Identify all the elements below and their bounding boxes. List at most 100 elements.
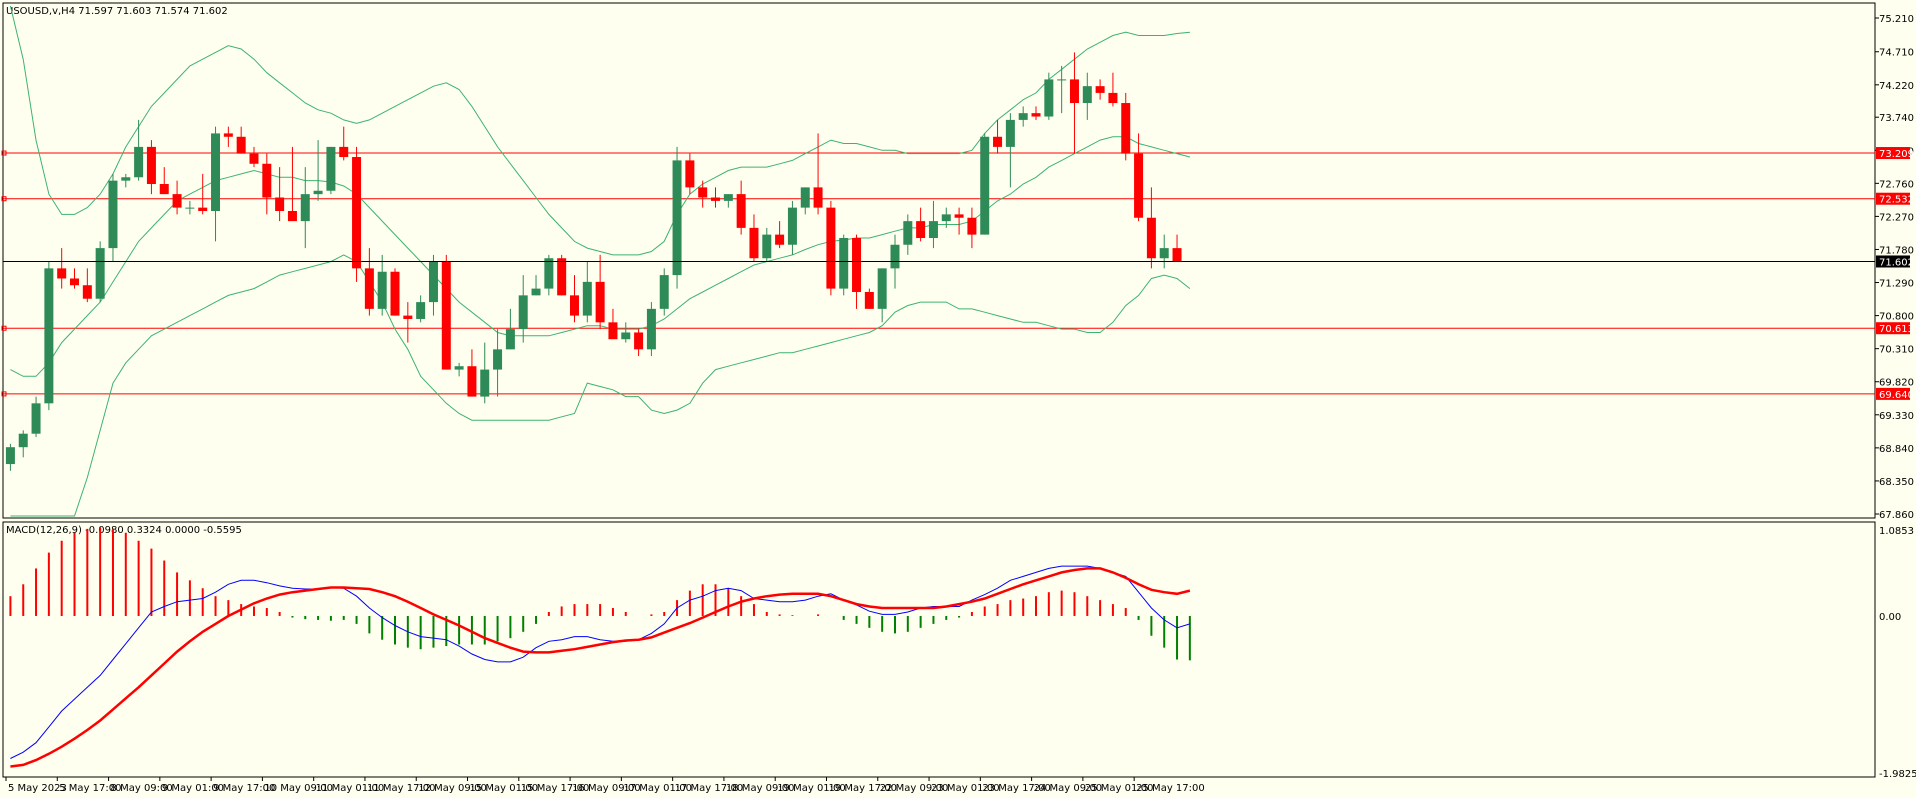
bull-candle <box>185 207 195 209</box>
x-tick-label: 11 May 01:00 <box>316 783 385 794</box>
x-tick-label: 16 May 09:00 <box>572 783 641 794</box>
bear-candle <box>967 217 977 235</box>
bear-candle <box>223 133 233 137</box>
bull-candle <box>454 366 464 370</box>
bear-candle <box>159 184 169 195</box>
bear-candle <box>634 332 644 350</box>
x-tick-label: 8 May 09:00 <box>111 783 173 794</box>
level-price-tag <box>1876 322 1910 335</box>
bull-candle <box>1057 79 1067 81</box>
y-axis: 75.21074.71074.22073.74073.25072.76072.2… <box>1875 14 1916 780</box>
bear-candle <box>275 197 285 212</box>
level-line-marker <box>1 196 7 202</box>
bull-candle <box>518 295 528 330</box>
bull-candle <box>313 190 323 195</box>
bear-candle <box>57 268 67 279</box>
level-line-marker <box>1 325 7 331</box>
chart-title: USOUSD,v,H4 71.597 71.603 71.574 71.602 <box>6 6 228 17</box>
y-tick-label: 67.860 <box>1879 510 1914 521</box>
bull-candle <box>672 160 682 276</box>
macd-y-tick-label: 1.0853 <box>1879 526 1914 537</box>
level-price-label: 70.613 <box>1879 324 1914 335</box>
bear-candle <box>1134 153 1144 218</box>
y-tick-label: 68.350 <box>1879 477 1914 488</box>
bear-candle <box>172 194 182 208</box>
bull-candle <box>416 302 426 319</box>
bear-candle <box>1069 79 1079 104</box>
y-tick-label: 70.800 <box>1879 312 1914 323</box>
bull-candle <box>1159 248 1169 259</box>
upper-band-line <box>9 5 1190 256</box>
bear-candle <box>864 291 874 309</box>
bear-candle <box>364 268 374 309</box>
bull-candle <box>326 146 336 191</box>
macd-panel-border <box>2 521 1876 778</box>
level-price-label: 72.532 <box>1879 195 1914 206</box>
bear-candle <box>1031 113 1041 117</box>
x-tick-label: 19 May 17:00 <box>828 783 897 794</box>
y-tick-label: 71.290 <box>1879 279 1914 290</box>
bull-candle <box>762 234 772 259</box>
bull-candle <box>1044 79 1054 117</box>
x-tick-label: 19 May 01:00 <box>777 783 846 794</box>
macd-line <box>10 565 1191 759</box>
bull-candle <box>18 433 28 448</box>
x-tick-label: 25 May 17:00 <box>1136 783 1205 794</box>
bull-candle <box>800 187 810 208</box>
macd-series <box>9 527 1191 768</box>
bull-candle <box>134 146 144 178</box>
x-tick-label: 9 May 17:00 <box>213 783 275 794</box>
macd-y-tick-label: -1.9825 <box>1879 769 1916 780</box>
bull-candle <box>44 268 54 404</box>
bear-candle <box>1108 92 1118 104</box>
bear-candle <box>749 227 759 259</box>
level-price-tag <box>1876 192 1910 205</box>
macd-title: MACD(12,26,9) -0.0980 0.3324 0.0000 -0.5… <box>6 525 242 536</box>
x-tick-label: 10 May 09:00 <box>264 783 333 794</box>
bear-candle <box>441 261 451 370</box>
macd-panel <box>2 521 1876 778</box>
bear-candle <box>852 237 862 292</box>
bull-candle <box>646 308 656 350</box>
y-tick-label: 69.330 <box>1879 411 1914 422</box>
bear-candle <box>569 295 579 316</box>
signal-line <box>10 567 1191 768</box>
bear-candle <box>698 187 708 198</box>
bear-candle <box>775 234 785 245</box>
level-price-tag <box>1876 387 1910 400</box>
bear-candle <box>146 146 156 185</box>
bull-candle <box>544 258 554 289</box>
bull-candle <box>941 214 951 222</box>
x-tick-label: 22 May 09:00 <box>880 783 949 794</box>
x-tick-label: 23 May 17:00 <box>982 783 1051 794</box>
bear-candle <box>467 366 477 397</box>
bear-candle <box>711 197 721 201</box>
y-tick-label: 75.210 <box>1879 14 1914 25</box>
bear-candle <box>916 221 926 238</box>
y-tick-label: 74.710 <box>1879 48 1914 59</box>
bull-candle <box>659 275 669 309</box>
bull-candle <box>300 194 310 222</box>
bull-candle <box>428 261 438 303</box>
bull-candle <box>723 194 733 201</box>
y-tick-label: 71.780 <box>1879 245 1914 256</box>
bull-candle <box>5 447 15 465</box>
x-tick-label: 12 May 09:00 <box>418 783 487 794</box>
bull-candle <box>531 288 541 296</box>
level-lines <box>1 150 1875 397</box>
bear-candle <box>262 163 272 198</box>
x-tick-label: 23 May 01:00 <box>931 783 1000 794</box>
bear-candle <box>352 157 362 269</box>
main-panel-border <box>2 2 1876 519</box>
x-tick-label: 15 May 01:00 <box>470 783 539 794</box>
x-tick-label: 15 May 17:00 <box>521 783 590 794</box>
bear-candle <box>993 136 1003 147</box>
bear-candle <box>1121 103 1131 154</box>
bear-candle <box>813 187 823 208</box>
x-tick-label: 17 May 17:00 <box>675 783 744 794</box>
bull-candle <box>211 133 221 212</box>
y-tick-label: 72.760 <box>1879 179 1914 190</box>
candles <box>5 52 1182 471</box>
